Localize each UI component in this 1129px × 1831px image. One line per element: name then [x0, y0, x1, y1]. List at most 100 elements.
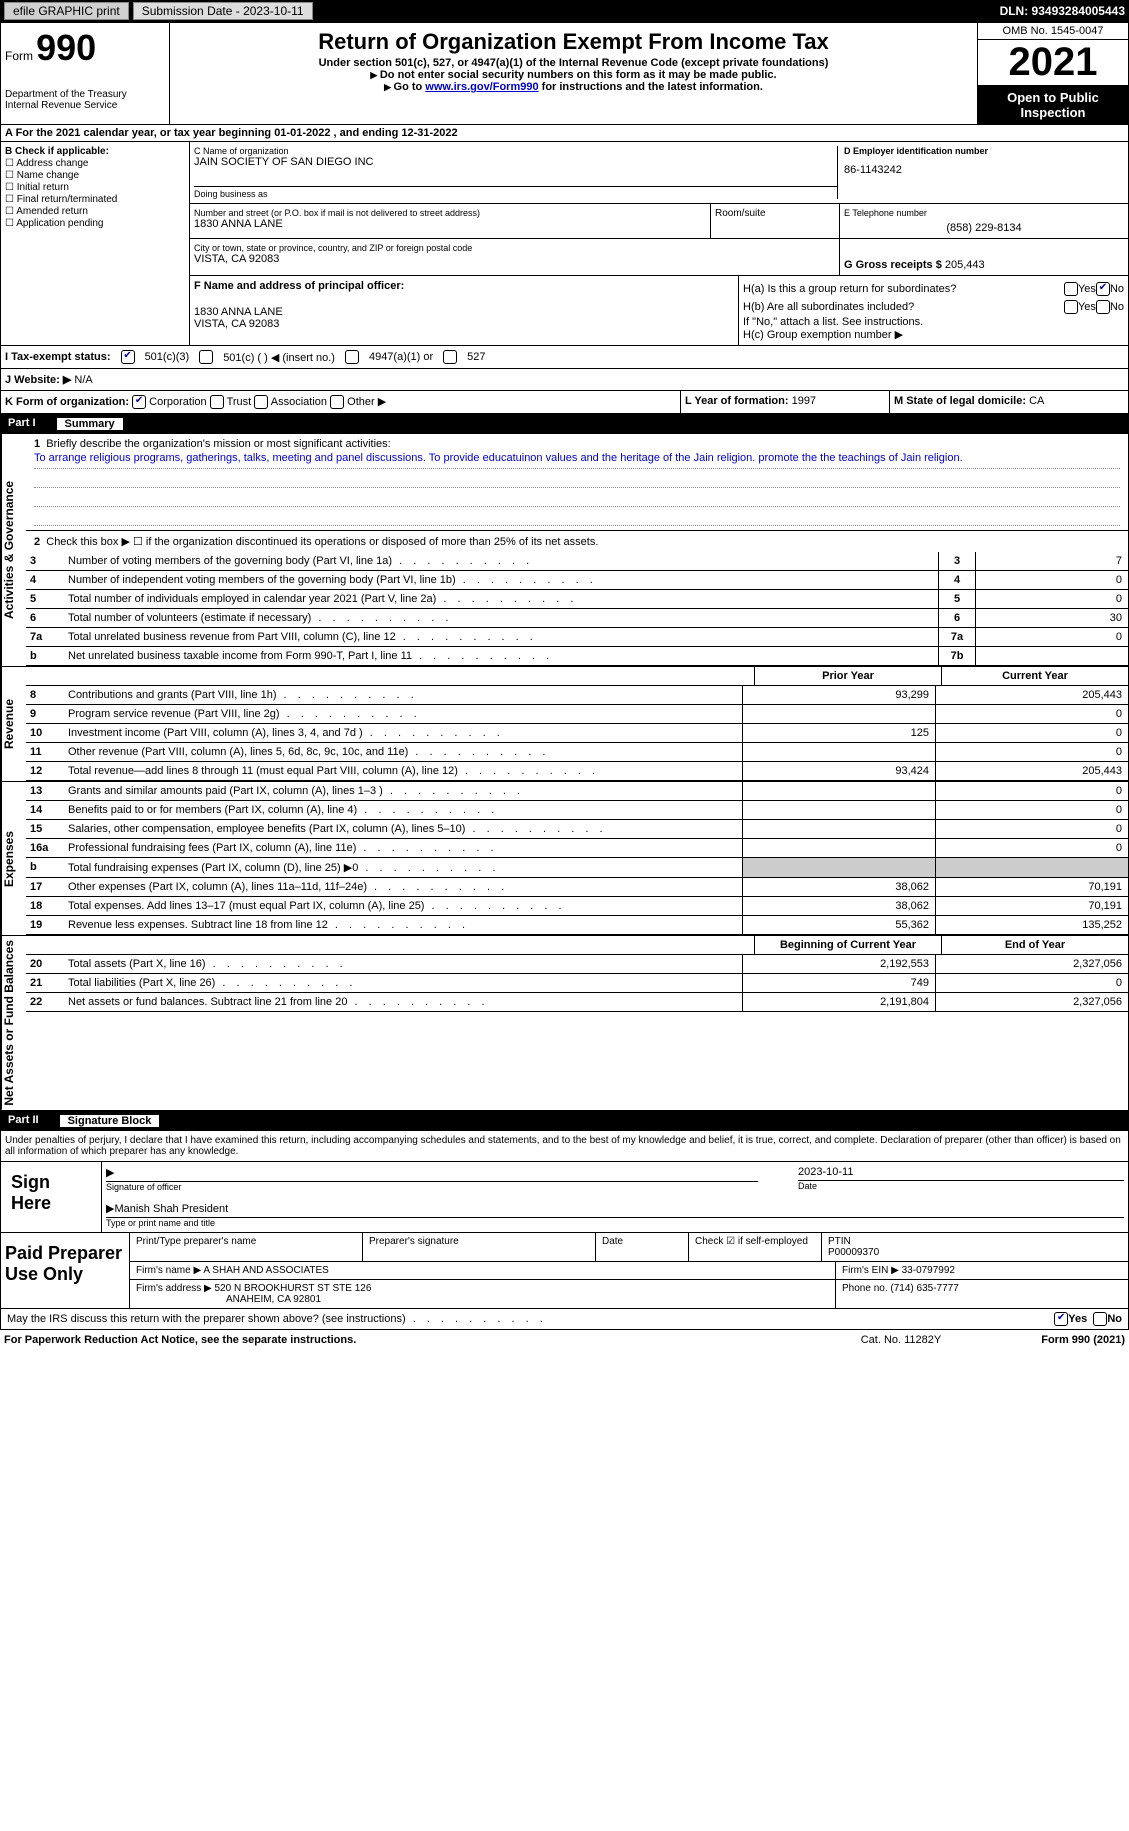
tax-year: 2021	[978, 40, 1128, 86]
paid-prep-label: Paid Preparer Use Only	[1, 1233, 130, 1308]
discuss-no[interactable]	[1093, 1312, 1107, 1326]
dept-treasury: Department of the Treasury	[5, 89, 165, 100]
sig-date-value: 2023-10-11	[798, 1166, 853, 1178]
line-7a: 7a Total unrelated business revenue from…	[26, 628, 1128, 647]
mission-text: To arrange religious programs, gathering…	[34, 450, 1120, 469]
check-other[interactable]	[330, 395, 344, 409]
line-b: b Total fundraising expenses (Part IX, c…	[26, 858, 1128, 878]
irs-label: Internal Revenue Service	[5, 100, 165, 111]
form-prefix: Form	[5, 49, 33, 63]
firm-name-value: A SHAH AND ASSOCIATES	[203, 1265, 328, 1276]
prep-phone-value: (714) 635-7777	[890, 1283, 958, 1294]
type-name-label: Type or print name and title	[106, 1217, 1124, 1228]
b-title: B Check if applicable:	[5, 146, 185, 157]
check-se[interactable]: Check ☑ if self-employed	[689, 1233, 822, 1261]
line-4: 4 Number of independent voting members o…	[26, 571, 1128, 590]
line-16a: 16a Professional fundraising fees (Part …	[26, 839, 1128, 858]
phone-label: E Telephone number	[844, 208, 1124, 218]
check-501c[interactable]	[199, 350, 213, 364]
city-value: VISTA, CA 92083	[194, 253, 835, 265]
check-name-change[interactable]: ☐ Name change	[5, 170, 185, 181]
firm-addr1: 520 N BROOKHURST ST STE 126	[215, 1283, 372, 1294]
org-name: JAIN SOCIETY OF SAN DIEGO INC	[194, 156, 837, 168]
ha-yes[interactable]	[1064, 282, 1078, 296]
line-15: 15 Salaries, other compensation, employe…	[26, 820, 1128, 839]
declaration-text: Under penalties of perjury, I declare th…	[1, 1131, 1128, 1161]
i-label: I Tax-exempt status:	[5, 351, 111, 363]
check-527[interactable]	[443, 350, 457, 364]
discuss-text: May the IRS discuss this return with the…	[7, 1313, 547, 1325]
paperwork-notice: For Paperwork Reduction Act Notice, see …	[4, 1334, 356, 1346]
hb-yes[interactable]	[1064, 300, 1078, 314]
part2-header: Part II Signature Block	[0, 1111, 1129, 1131]
hb-label: H(b) Are all subordinates included?	[743, 301, 1064, 313]
prep-sig-label: Preparer's signature	[363, 1233, 596, 1261]
header-left: Form 990 Department of the Treasury Inte…	[1, 23, 170, 124]
check-trust[interactable]	[210, 395, 224, 409]
part1-title: Summary	[56, 417, 124, 431]
line-3: 3 Number of voting members of the govern…	[26, 552, 1128, 571]
k-label: K Form of organization:	[5, 396, 129, 408]
prep-date-label: Date	[596, 1233, 689, 1261]
tab-governance: Activities & Governance	[1, 434, 26, 666]
check-address-change[interactable]: ☐ Address change	[5, 158, 185, 169]
check-amended[interactable]: ☐ Amended return	[5, 206, 185, 217]
ha-no[interactable]	[1096, 282, 1110, 296]
submission-date: Submission Date - 2023-10-11	[133, 2, 313, 20]
check-501c3[interactable]	[121, 350, 135, 364]
governance-block: Activities & Governance 1 Briefly descri…	[0, 434, 1129, 667]
check-assoc[interactable]	[254, 395, 268, 409]
efile-button[interactable]: efile GRAPHIC print	[4, 2, 129, 20]
part2-title: Signature Block	[59, 1114, 161, 1128]
line2-text: Check this box ▶ ☐ if the organization d…	[46, 536, 598, 548]
col-begin: Beginning of Current Year	[754, 936, 941, 954]
line-9: 9 Program service revenue (Part VIII, li…	[26, 705, 1128, 724]
expenses-block: Expenses 13 Grants and similar amounts p…	[0, 782, 1129, 936]
ein-value: 86-1143242	[844, 164, 1124, 176]
cat-no: Cat. No. 11282Y	[861, 1334, 942, 1346]
tab-netassets: Net Assets or Fund Balances	[1, 936, 26, 1110]
col-current: Current Year	[941, 667, 1128, 685]
check-initial[interactable]: ☐ Initial return	[5, 182, 185, 193]
form-title: Return of Organization Exempt From Incom…	[178, 29, 969, 55]
check-final[interactable]: ☐ Final return/terminated	[5, 194, 185, 205]
line-5: 5 Total number of individuals employed i…	[26, 590, 1128, 609]
phone-value: (858) 229-8134	[844, 222, 1124, 234]
section-b: B Check if applicable: ☐ Address change …	[1, 142, 190, 345]
hb-no[interactable]	[1096, 300, 1110, 314]
dln: DLN: 93493284005443	[1000, 4, 1125, 18]
website-value: N/A	[74, 374, 92, 386]
l-value: 1997	[792, 395, 816, 407]
part2-num: Part II	[8, 1114, 39, 1128]
col-prior: Prior Year	[754, 667, 941, 685]
form-label: Form 990 (2021)	[1041, 1334, 1125, 1346]
omb-number: OMB No. 1545-0047	[978, 23, 1128, 40]
line-18: 18 Total expenses. Add lines 13–17 (must…	[26, 897, 1128, 916]
check-corp[interactable]	[132, 395, 146, 409]
form-header: Form 990 Department of the Treasury Inte…	[0, 22, 1129, 125]
name-label: C Name of organization	[194, 146, 837, 156]
col-end: End of Year	[941, 936, 1128, 954]
officer-addr1: 1830 ANNA LANE	[194, 306, 734, 318]
line-21: 21 Total liabilities (Part X, line 26) 7…	[26, 974, 1128, 993]
m-value: CA	[1029, 395, 1044, 407]
note-link: Go to www.irs.gov/Form990 for instructio…	[178, 81, 969, 93]
m-label: M State of legal domicile:	[894, 395, 1026, 407]
line-10: 10 Investment income (Part VIII, column …	[26, 724, 1128, 743]
check-4947[interactable]	[345, 350, 359, 364]
line-19: 19 Revenue less expenses. Subtract line …	[26, 916, 1128, 935]
line-8: 8 Contributions and grants (Part VIII, l…	[26, 686, 1128, 705]
officer-label: F Name and address of principal officer:	[194, 280, 734, 292]
ein-label: D Employer identification number	[844, 146, 1124, 156]
irs-link[interactable]: www.irs.gov/Form990	[425, 81, 538, 93]
line-17: 17 Other expenses (Part IX, column (A), …	[26, 878, 1128, 897]
firm-ein-label: Firm's EIN ▶	[842, 1265, 899, 1276]
discuss-yes[interactable]	[1054, 1312, 1068, 1326]
check-pending[interactable]: ☐ Application pending	[5, 218, 185, 229]
j-label: J Website: ▶	[5, 374, 71, 386]
line-11: 11 Other revenue (Part VIII, column (A),…	[26, 743, 1128, 762]
section-i: I Tax-exempt status: 501(c)(3) 501(c) ( …	[0, 346, 1129, 369]
street-address: 1830 ANNA LANE	[194, 218, 706, 230]
firm-addr-label: Firm's address ▶	[136, 1283, 212, 1294]
line-14: 14 Benefits paid to or for members (Part…	[26, 801, 1128, 820]
